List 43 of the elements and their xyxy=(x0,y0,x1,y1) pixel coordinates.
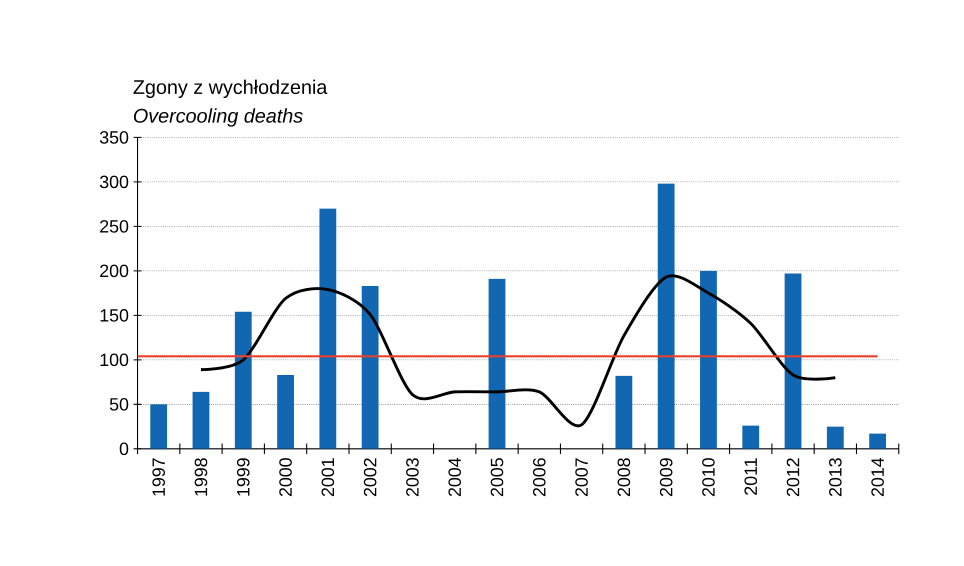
x-tick-label: 2003 xyxy=(406,458,419,496)
x-tick-label: 2012 xyxy=(786,458,800,496)
x-tick-label: 2011 xyxy=(744,458,758,495)
chart-title: Zgony z wychłodzenia xyxy=(133,79,328,98)
x-tick-label: 2001 xyxy=(322,458,334,496)
x-tick-label: 2006 xyxy=(532,458,546,496)
bar xyxy=(192,392,210,449)
x-tick-label: 2002 xyxy=(364,458,376,496)
bar xyxy=(784,273,802,449)
bar xyxy=(658,183,675,449)
x-tick-label: 1997 xyxy=(152,458,165,496)
bar xyxy=(362,286,379,449)
bar xyxy=(150,404,168,449)
y-tick-label: 150 xyxy=(100,308,128,322)
y-tick-label: 100 xyxy=(100,353,128,366)
chart-subtitle: Overcooling deaths xyxy=(134,108,303,126)
line-series xyxy=(200,274,837,427)
y-tick-label: 0 xyxy=(120,442,128,455)
y-tick-label: 300 xyxy=(100,175,128,188)
x-tick-label: 2005 xyxy=(490,458,504,496)
bar xyxy=(277,374,294,449)
x-tick-label: 2009 xyxy=(660,458,672,496)
bar xyxy=(234,312,252,449)
y-tick-label: 50 xyxy=(110,398,128,410)
bar xyxy=(700,270,717,449)
x-tick-label: 2008 xyxy=(618,458,630,496)
x-tick-label: 2007 xyxy=(575,458,588,496)
bar xyxy=(615,376,632,449)
bar xyxy=(869,433,886,449)
bar xyxy=(488,278,506,449)
x-tick-label: 2014 xyxy=(871,458,884,496)
y-tick-label: 350 xyxy=(100,130,128,144)
bar xyxy=(742,425,760,449)
y-tick-label: 250 xyxy=(100,220,128,232)
x-tick-label: 2013 xyxy=(829,458,842,496)
bar xyxy=(826,426,844,449)
x-tick-label: 2000 xyxy=(279,458,292,496)
y-tick-label: 200 xyxy=(100,264,128,277)
bar xyxy=(319,208,336,449)
x-tick-label: 1998 xyxy=(194,458,208,496)
x-tick-label: 1999 xyxy=(236,458,250,496)
x-tick-label: 2004 xyxy=(448,458,461,496)
x-tick-label: 2010 xyxy=(702,458,715,496)
